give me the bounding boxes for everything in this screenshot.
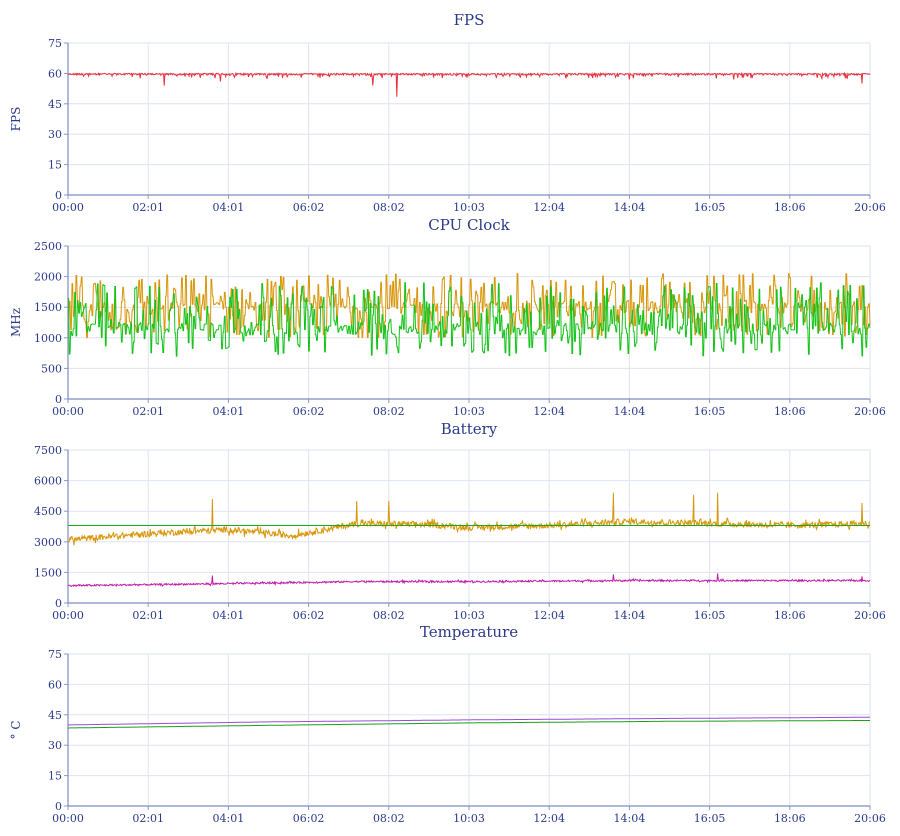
y-tick-label: 6000: [34, 475, 62, 488]
x-tick-label: 12:04: [533, 812, 565, 825]
y-tick-label: 0: [55, 800, 62, 813]
chart-panel-0: FPS FPS 0 15 30 45 60 75 00:00 02:01 04:01 06:02 08:…: [9, 11, 886, 214]
y-tick-label: 7500: [34, 444, 62, 457]
x-tick-label: 06:02: [293, 609, 325, 622]
y-axis-label: FPS: [9, 107, 23, 132]
y-tick-label: 15: [48, 770, 62, 783]
x-tick-label: 04:01: [213, 405, 245, 418]
series-line-0: [67, 71, 871, 97]
y-tick-label: 2000: [34, 271, 62, 284]
y-tick-label: 4500: [34, 505, 62, 518]
x-tick-label: 14:04: [614, 609, 646, 622]
y-tick-label: 3000: [34, 536, 62, 549]
y-tick-label: 60: [48, 678, 62, 691]
y-tick-label: 0: [55, 597, 62, 610]
x-tick-label: 02:01: [132, 405, 164, 418]
y-tick-label: 45: [48, 709, 62, 722]
x-tick-label: 00:00: [52, 812, 84, 825]
x-tick-label: 10:03: [453, 201, 485, 214]
y-axis-label: MHz: [9, 308, 23, 337]
y-tick-label: 1000: [34, 332, 62, 345]
x-tick-label: 04:01: [213, 609, 245, 622]
x-tick-label: 04:01: [213, 201, 245, 214]
x-tick-label: 08:02: [373, 405, 405, 418]
series-line-0: [68, 716, 870, 726]
x-tick-label: 16:05: [694, 405, 726, 418]
x-tick-label: 00:00: [52, 405, 84, 418]
x-tick-label: 12:04: [533, 609, 565, 622]
x-tick-label: 04:01: [213, 812, 245, 825]
x-tick-label: 12:04: [533, 201, 565, 214]
x-tick-label: 20:06: [854, 405, 886, 418]
y-tick-label: 1500: [34, 301, 62, 314]
x-tick-label: 06:02: [293, 405, 325, 418]
chart-title: CPU Clock: [428, 216, 510, 234]
y-tick-label: 0: [55, 393, 62, 406]
chart-title: FPS: [454, 11, 485, 29]
series-line-2: [67, 573, 871, 587]
chart-panel-1: CPU Clock MHz 0 500 1000 1500 2000 2500 00:00 02:…: [9, 216, 886, 418]
chart-panel-2: Battery 0 1500 3000 4500 6000 7500 00:00 02:01 04…: [34, 420, 886, 622]
x-tick-label: 16:05: [694, 609, 726, 622]
x-tick-label: 10:03: [453, 609, 485, 622]
x-tick-label: 20:06: [854, 201, 886, 214]
x-tick-label: 18:06: [774, 201, 806, 214]
y-tick-label: 30: [48, 739, 62, 752]
y-tick-label: 60: [48, 67, 62, 80]
x-tick-label: 10:03: [453, 812, 485, 825]
x-tick-label: 16:05: [694, 201, 726, 214]
x-tick-label: 02:01: [132, 201, 164, 214]
x-tick-label: 08:02: [373, 201, 405, 214]
x-tick-label: 18:06: [774, 609, 806, 622]
y-tick-label: 75: [48, 37, 62, 50]
x-tick-label: 12:04: [533, 405, 565, 418]
series-line-0: [67, 492, 871, 546]
x-tick-label: 20:06: [854, 812, 886, 825]
y-tick-label: 0: [55, 189, 62, 202]
x-tick-label: 18:06: [774, 405, 806, 418]
x-tick-label: 14:04: [614, 405, 646, 418]
x-tick-label: 00:00: [52, 609, 84, 622]
y-tick-label: 2500: [34, 240, 62, 253]
series-line-0: [68, 273, 871, 339]
x-tick-label: 20:06: [854, 609, 886, 622]
y-tick-label: 45: [48, 98, 62, 111]
y-tick-label: 30: [48, 128, 62, 141]
x-tick-label: 16:05: [694, 812, 726, 825]
x-tick-label: 02:01: [132, 609, 164, 622]
x-tick-label: 02:01: [132, 812, 164, 825]
series-line-1: [68, 282, 871, 357]
chart-panel-3: Temperature ° C 0 15 30 45 60 75 00:00 02:01 04:01…: [9, 623, 886, 825]
y-tick-label: 1500: [34, 566, 62, 579]
y-tick-label: 500: [41, 362, 62, 375]
chart-title: Battery: [441, 420, 498, 438]
y-tick-label: 15: [48, 159, 62, 172]
series-line-1: [68, 720, 870, 729]
y-axis-label: ° C: [9, 721, 23, 740]
x-tick-label: 08:02: [373, 609, 405, 622]
x-tick-label: 06:02: [293, 201, 325, 214]
chart-title: Temperature: [420, 623, 518, 641]
x-tick-label: 14:04: [614, 812, 646, 825]
x-tick-label: 18:06: [774, 812, 806, 825]
x-tick-label: 08:02: [373, 812, 405, 825]
x-tick-label: 14:04: [614, 201, 646, 214]
y-tick-label: 75: [48, 648, 62, 661]
x-tick-label: 10:03: [453, 405, 485, 418]
x-tick-label: 00:00: [52, 201, 84, 214]
x-tick-label: 06:02: [293, 812, 325, 825]
